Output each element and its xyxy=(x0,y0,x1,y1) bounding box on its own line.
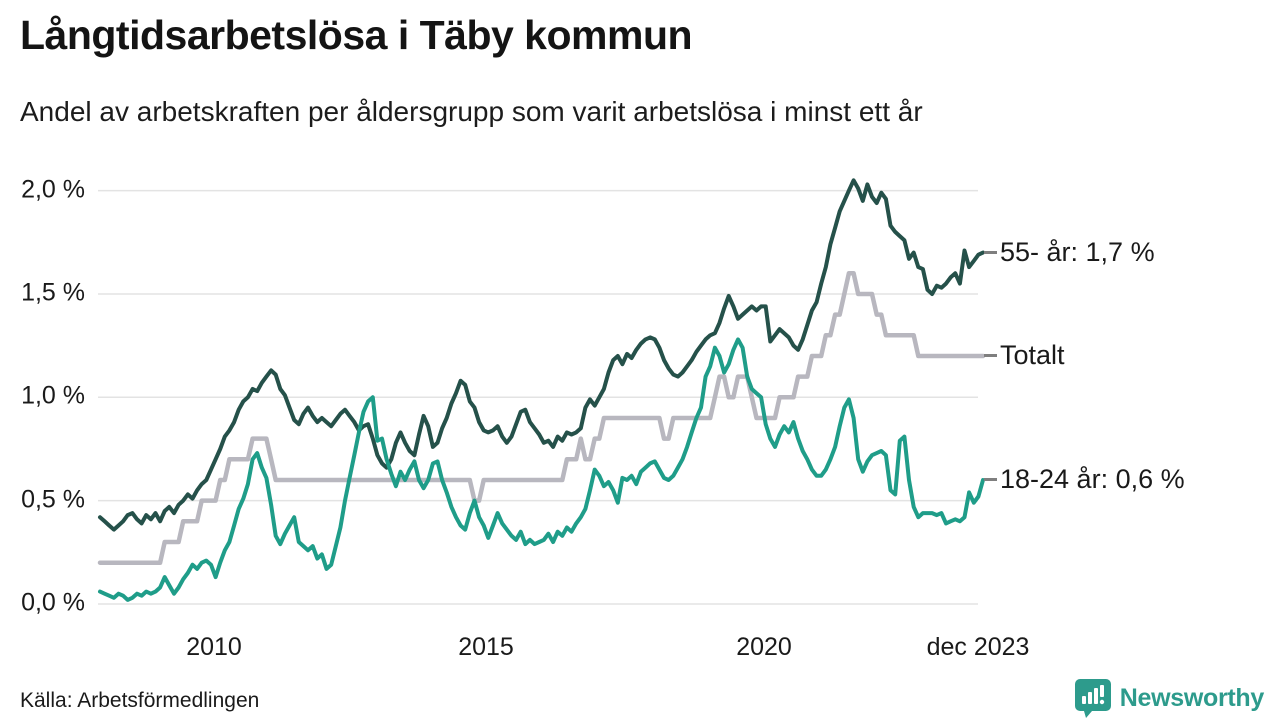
page-title: Långtidsarbetslösa i Täby kommun xyxy=(20,12,693,58)
y-axis-tick-label: 0,0 % xyxy=(21,588,85,617)
series-end-label-18-24: 18-24 år: 0,6 % xyxy=(984,463,1185,497)
series-label-text: Totalt xyxy=(1000,340,1065,371)
series-line-Totalt xyxy=(97,271,986,565)
series-line-18-24 år xyxy=(98,337,985,602)
x-axis-tick-label: dec 2023 xyxy=(926,633,1030,661)
tick-dash-icon xyxy=(984,354,997,358)
series-end-label-totalt: Totalt xyxy=(984,339,1065,373)
newsworthy-logo: Newsworthy xyxy=(1074,678,1264,718)
series-line-55- år xyxy=(98,178,985,532)
y-axis-tick-label: 1,5 % xyxy=(21,278,85,307)
page-subtitle: Andel av arbetskraften per åldersgrupp s… xyxy=(20,96,923,127)
series-end-label-55plus: 55- år: 1,7 % xyxy=(984,236,1155,270)
tick-dash-icon xyxy=(984,478,997,482)
series-label-text: 18-24 år: 0,6 % xyxy=(1000,464,1185,495)
brand-name: Newsworthy xyxy=(1119,683,1265,712)
x-axis-tick-label: 2020 xyxy=(736,633,792,661)
source-attribution: Källa: Arbetsförmedlingen xyxy=(20,689,260,712)
tick-dash-icon xyxy=(984,251,997,255)
y-axis-tick-label: 1,0 % xyxy=(21,381,85,410)
series-label-text: 55- år: 1,7 % xyxy=(1000,237,1155,268)
bar-chart-speech-bubble-icon xyxy=(1074,679,1111,718)
y-axis-tick-label: 0,5 % xyxy=(21,485,85,514)
x-axis-tick-label: 2015 xyxy=(458,633,514,661)
x-axis-tick-label: 2010 xyxy=(186,633,242,661)
y-axis-tick-label: 2,0 % xyxy=(21,175,85,204)
